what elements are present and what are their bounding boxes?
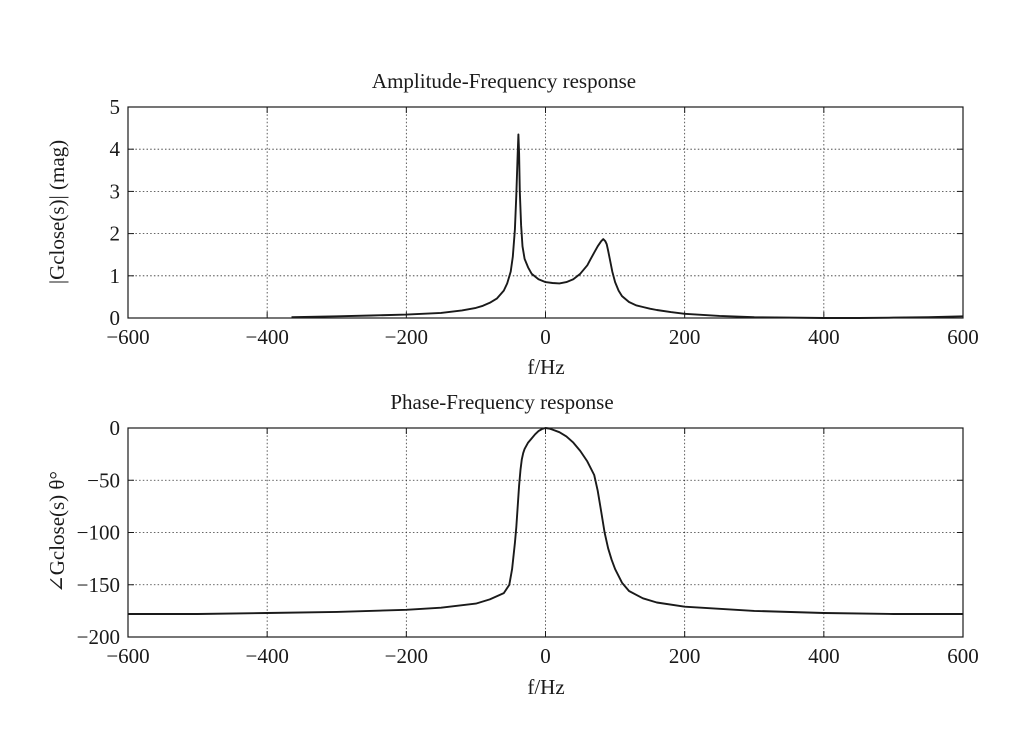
phase-subplot: Phase-Frequency response −600 −400 −200 0 20… bbox=[45, 390, 979, 699]
amplitude-y-tick-label: 5 bbox=[110, 95, 121, 119]
amplitude-x-tick-label: −400 bbox=[245, 325, 288, 349]
amplitude-y-tick-label: 2 bbox=[110, 222, 121, 246]
amplitude-y-axis-label: |Gclose(s)| (mag) bbox=[45, 140, 69, 284]
phase-x-axis-label: f/Hz bbox=[527, 675, 564, 699]
phase-grid bbox=[128, 428, 963, 637]
phase-x-tick-label: −600 bbox=[106, 644, 149, 668]
phase-x-tick-label: 400 bbox=[808, 644, 840, 668]
amplitude-ticks bbox=[127, 106, 964, 319]
phase-x-tick-labels: −600 −400 −200 0 200 400 600 bbox=[106, 644, 978, 668]
amplitude-x-tick-labels: −600 −400 −200 0 200 400 600 bbox=[106, 325, 978, 349]
phase-y-axis-label: ∠Gclose(s) θ° bbox=[45, 471, 69, 593]
phase-x-tick-label: −400 bbox=[245, 644, 288, 668]
phase-y-tick-label: −150 bbox=[77, 573, 120, 597]
phase-x-tick-label: 200 bbox=[669, 644, 701, 668]
amplitude-x-tick-label: 400 bbox=[808, 325, 840, 349]
phase-title: Phase-Frequency response bbox=[390, 390, 613, 414]
amplitude-y-tick-label: 1 bbox=[110, 264, 121, 288]
amplitude-y-tick-labels: 0 1 2 3 4 5 bbox=[110, 95, 121, 330]
amplitude-series-line bbox=[291, 133, 964, 319]
amplitude-subplot: Amplitude-Frequency response −600 −400 −20… bbox=[45, 69, 979, 379]
phase-y-tick-label: −50 bbox=[87, 468, 120, 492]
amplitude-grid bbox=[128, 107, 963, 318]
amplitude-x-tick-label: −200 bbox=[385, 325, 428, 349]
phase-axes-frame bbox=[127, 427, 964, 638]
amplitude-x-tick-label: 200 bbox=[669, 325, 701, 349]
amplitude-x-tick-label: 0 bbox=[540, 325, 551, 349]
amplitude-x-tick-label: −600 bbox=[106, 325, 149, 349]
phase-y-tick-label: 0 bbox=[110, 416, 121, 440]
amplitude-axes-frame bbox=[127, 106, 964, 319]
phase-y-tick-label: −200 bbox=[77, 625, 120, 649]
amplitude-x-axis-label: f/Hz bbox=[527, 355, 564, 379]
amplitude-x-tick-label: 600 bbox=[947, 325, 979, 349]
amplitude-y-tick-label: 4 bbox=[110, 137, 121, 161]
phase-y-tick-label: −100 bbox=[77, 521, 120, 545]
phase-x-tick-label: −200 bbox=[385, 644, 428, 668]
phase-x-tick-label: 0 bbox=[540, 644, 551, 668]
amplitude-title: Amplitude-Frequency response bbox=[372, 69, 636, 93]
amplitude-y-tick-label: 3 bbox=[110, 179, 121, 203]
phase-x-tick-label: 600 bbox=[947, 644, 979, 668]
amplitude-y-tick-label: 0 bbox=[110, 306, 121, 330]
phase-y-tick-labels: 0 −50 −100 −150 −200 bbox=[77, 416, 120, 649]
